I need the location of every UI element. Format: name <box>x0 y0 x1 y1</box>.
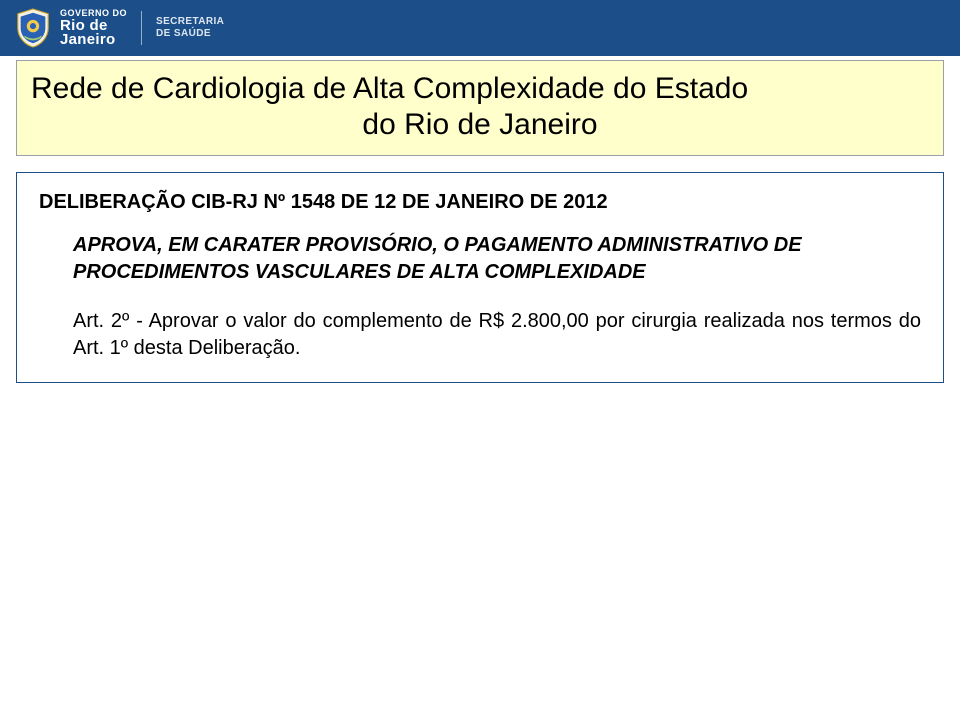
title-box: Rede de Cardiologia de Alta Complexidade… <box>16 60 944 156</box>
secretaria-label: SECRETARIA DE SAÚDE <box>156 16 224 41</box>
secretaria-line-1: SECRETARIA <box>156 16 224 29</box>
title-line-2: do Rio de Janeiro <box>31 107 929 143</box>
aprova-text: APROVA, EM CARATER PROVISÓRIO, O PAGAMEN… <box>39 232 921 286</box>
government-logo: GOVERNO DO Rio de Janeiro <box>14 7 127 49</box>
government-name: GOVERNO DO Rio de Janeiro <box>60 9 127 48</box>
gov-line-3: Janeiro <box>60 32 127 48</box>
title-line-1: Rede de Cardiologia de Alta Complexidade… <box>31 71 929 107</box>
artigo-text: Art. 2º - Aprovar o valor do complemento… <box>39 308 921 362</box>
secretaria-line-2: DE SAÚDE <box>156 28 224 41</box>
content-box: DELIBERAÇÃO CIB-RJ Nº 1548 DE 12 DE JANE… <box>16 172 944 383</box>
deliberacao-heading: DELIBERAÇÃO CIB-RJ Nº 1548 DE 12 DE JANE… <box>39 191 921 214</box>
header-divider <box>141 11 142 45</box>
header-bar: GOVERNO DO Rio de Janeiro SECRETARIA DE … <box>0 0 960 56</box>
shield-icon <box>14 7 52 49</box>
